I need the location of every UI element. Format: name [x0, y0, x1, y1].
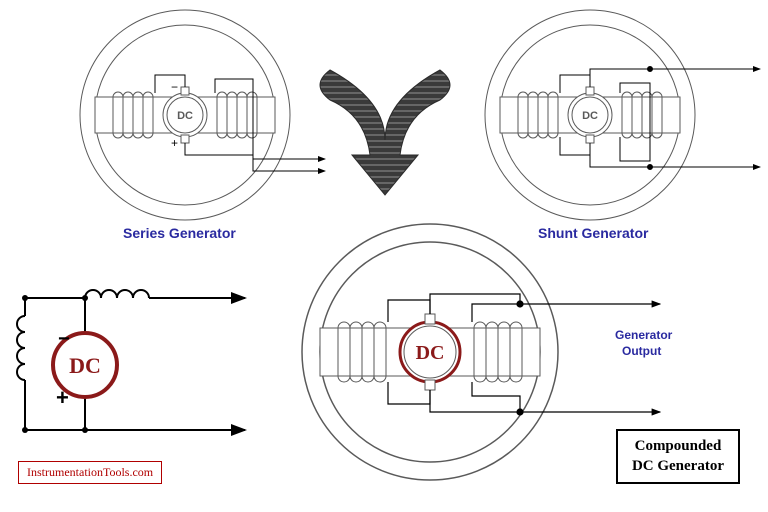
- output-label-2: Output: [622, 344, 661, 358]
- compound-generator: DC: [302, 224, 660, 480]
- svg-text:−: −: [171, 80, 178, 94]
- dc-label-series: DC: [177, 110, 193, 122]
- watermark: InstrumentationTools.com: [18, 461, 162, 484]
- dc-label-shunt: DC: [582, 110, 598, 122]
- plus-sign: +: [56, 385, 69, 410]
- schematic-circuit: DC − +: [17, 290, 245, 433]
- svg-text:+: +: [171, 136, 178, 150]
- title-line-2: DC Generator: [632, 457, 724, 477]
- minus-sign: −: [58, 328, 70, 350]
- series-generator: DC − +: [80, 10, 325, 220]
- title-box: Compounded DC Generator: [616, 429, 740, 484]
- schematic-dc-label: DC: [69, 353, 101, 378]
- dc-label-compound: DC: [416, 342, 445, 364]
- merge-arrow: [320, 70, 450, 195]
- output-label-1: Generator: [615, 328, 672, 342]
- shunt-generator: DC: [485, 10, 760, 220]
- diagram-canvas: DC − + DC: [0, 0, 768, 512]
- series-label: Series Generator: [123, 225, 236, 241]
- shunt-label: Shunt Generator: [538, 225, 648, 241]
- title-line-1: Compounded: [632, 437, 724, 457]
